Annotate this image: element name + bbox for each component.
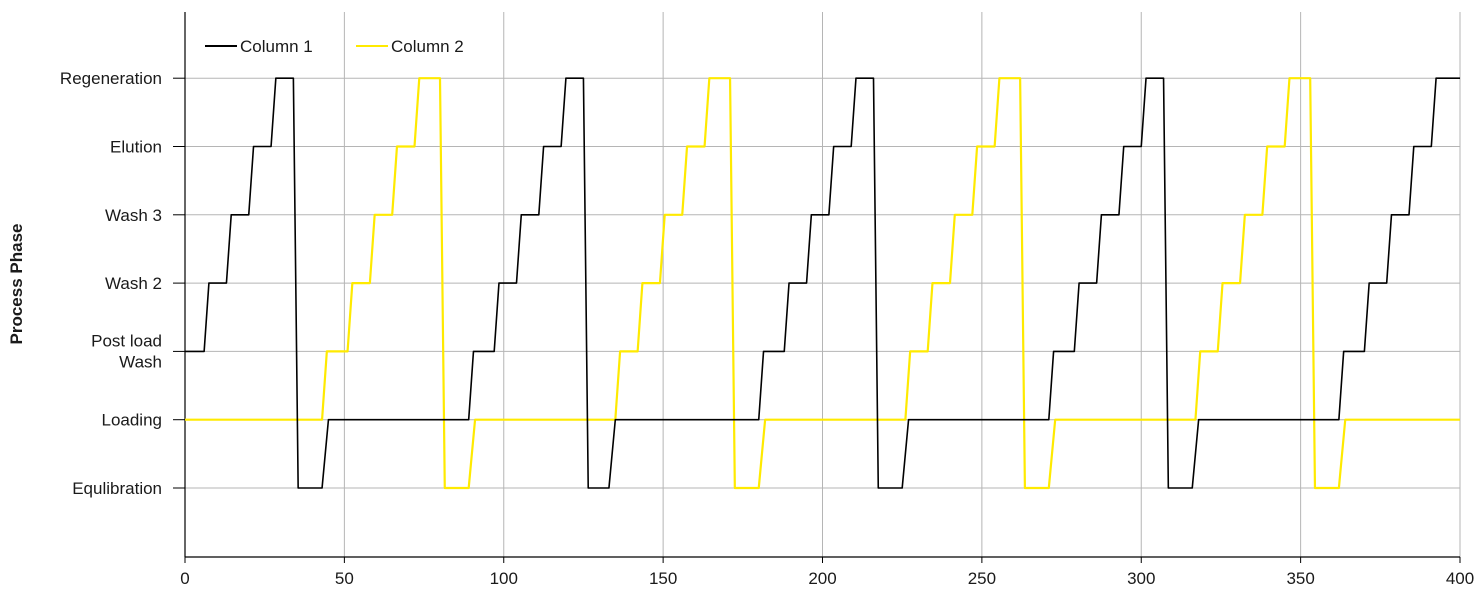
- x-tick-label: 150: [649, 569, 677, 588]
- y-tick-label: Loading: [101, 411, 162, 430]
- y-tick-label: Equlibration: [72, 479, 162, 498]
- y-tick-label: Wash 2: [105, 274, 162, 293]
- x-tick-label: 200: [808, 569, 836, 588]
- y-axis-title: Process Phase: [7, 224, 26, 345]
- y-tick-label: Elution: [110, 138, 162, 157]
- x-axis-ticks: 0 50 100 150 200 250 300 350 400: [180, 557, 1474, 588]
- x-tick-label: 0: [180, 569, 189, 588]
- y-tick-label: Regeneration: [60, 69, 162, 88]
- y-tick-label: Post load Wash: [91, 331, 162, 371]
- legend-label-2: Column 2: [391, 37, 464, 56]
- legend: Column 1 Column 2: [205, 37, 464, 56]
- x-tick-label: 50: [335, 569, 354, 588]
- x-tick-label: 350: [1286, 569, 1314, 588]
- grid: [185, 12, 1461, 557]
- series-line-1: [185, 77, 1460, 489]
- x-tick-label: 300: [1127, 569, 1155, 588]
- y-axis-ticks: Equlibration Loading Post load Wash Wash 2 Wa…: [60, 69, 185, 498]
- legend-label-1: Column 1: [240, 37, 313, 56]
- x-tick-label: 100: [490, 569, 518, 588]
- y-tick-label: Wash 3: [105, 206, 162, 225]
- x-tick-label: 250: [968, 569, 996, 588]
- series-lines: [185, 77, 1460, 490]
- x-tick-label: 400: [1446, 569, 1474, 588]
- series-line-2: [185, 77, 1460, 490]
